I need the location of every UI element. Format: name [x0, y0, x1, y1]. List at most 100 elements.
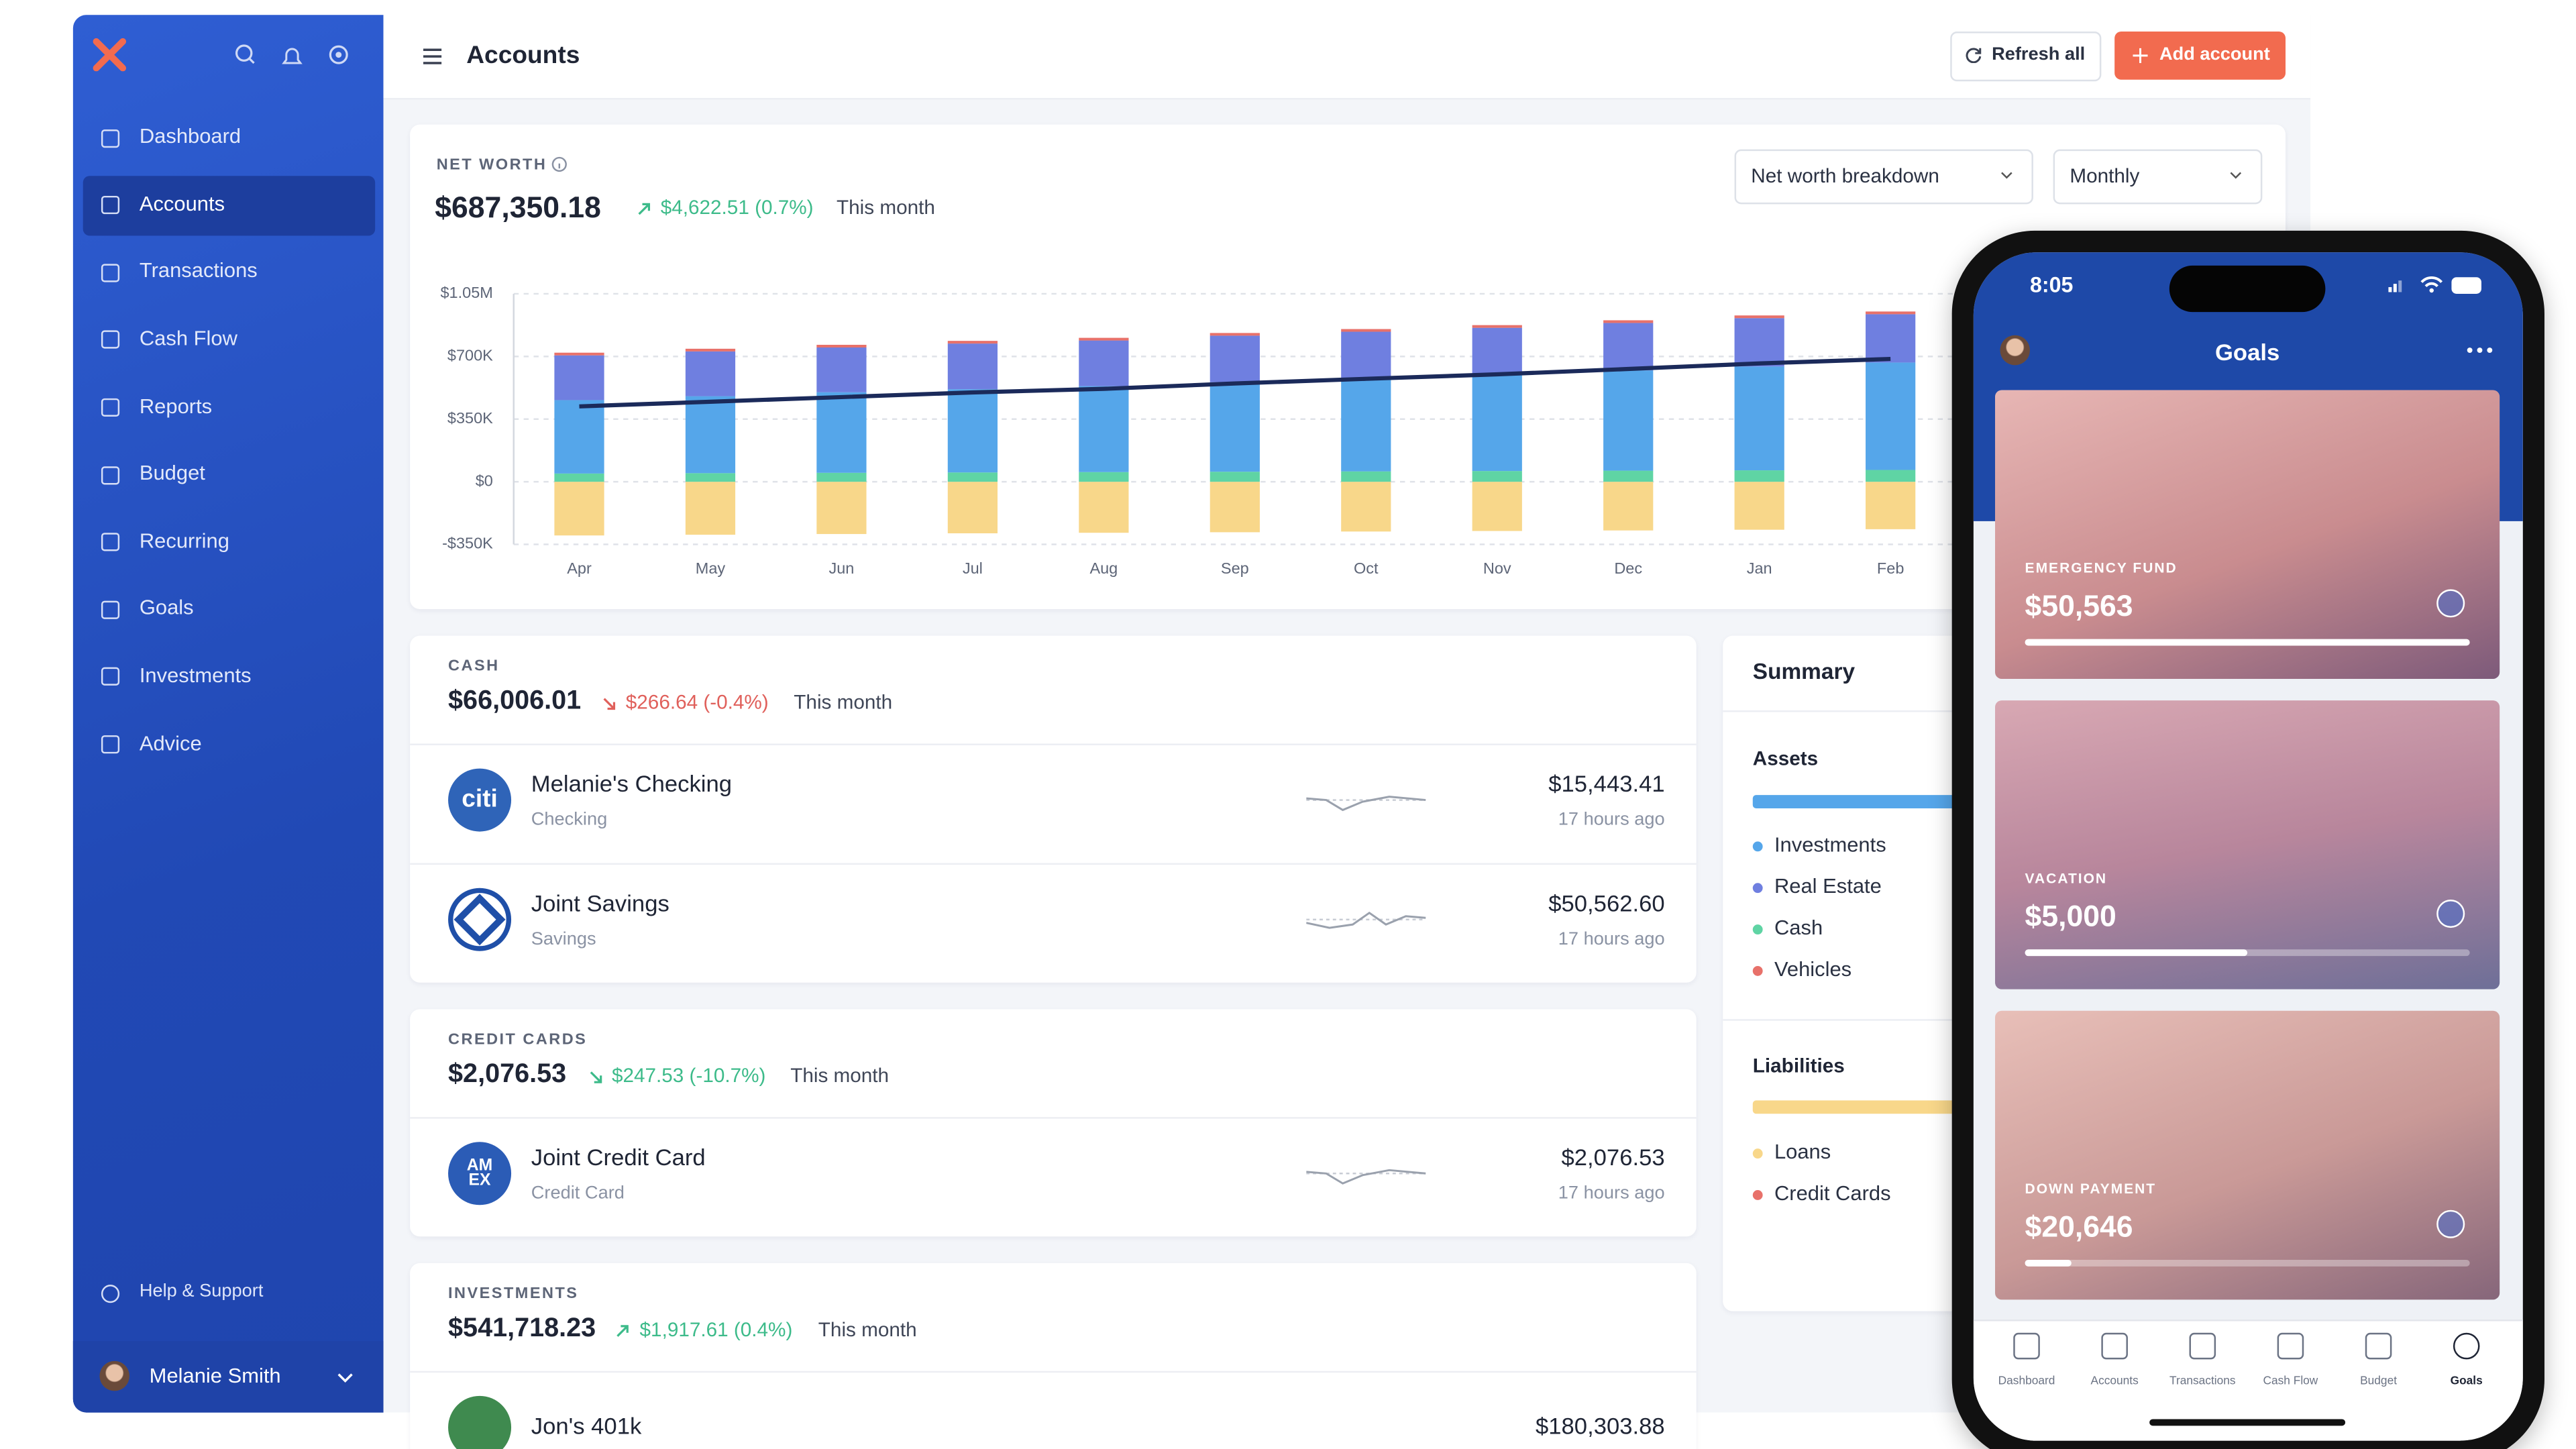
account-row[interactable] [410, 743, 1697, 863]
y-tick-label: $0 [476, 472, 493, 489]
tab-icon[interactable] [2101, 1332, 2128, 1360]
nav-item[interactable] [83, 378, 375, 437]
bar-segment [947, 343, 998, 390]
account-logo: AM EX [448, 1142, 512, 1205]
period-select[interactable] [2053, 149, 2263, 205]
plus-icon [2133, 48, 2148, 64]
tab-label[interactable]: Goals [2450, 1376, 2483, 1388]
bar-segment [685, 351, 736, 396]
goal-card[interactable] [1995, 700, 2500, 989]
bar-segment [1210, 335, 1260, 382]
avatar[interactable] [2000, 335, 2030, 366]
nav-item[interactable] [83, 445, 375, 504]
nav-item[interactable] [83, 580, 375, 639]
nav-label: Dashboard [139, 124, 241, 148]
group-total: $66,006.01 [448, 687, 582, 716]
tab-label[interactable]: Cash Flow [2263, 1376, 2318, 1388]
home-indicator [2149, 1419, 2346, 1426]
account-updated: 17 hours ago [1558, 1183, 1665, 1203]
bar-segment [1341, 331, 1391, 378]
nav-item[interactable] [83, 714, 375, 774]
breakdown-select[interactable] [1734, 149, 2033, 205]
account-updated: 17 hours ago [1558, 929, 1665, 950]
goal-progress-track [2025, 1259, 2470, 1267]
tab-label[interactable]: Dashboard [1998, 1376, 2055, 1388]
account-type: Credit Card [531, 1183, 625, 1203]
legend-dot [1752, 966, 1763, 976]
logo [93, 38, 127, 72]
chevron-path [337, 1373, 353, 1383]
goal-badge [2436, 1210, 2465, 1238]
tab-icon[interactable] [2013, 1332, 2040, 1360]
goal-amount: $50,563 [2025, 589, 2133, 623]
refresh-button[interactable] [1950, 32, 2102, 82]
select-label: Monthly [2070, 164, 2140, 188]
bar-segment [685, 482, 736, 535]
nav-item[interactable] [83, 175, 376, 235]
nav-label: Goals [139, 596, 194, 620]
bar-segment [1472, 482, 1522, 531]
tab-label[interactable]: Accounts [2090, 1376, 2139, 1388]
tab-label[interactable]: Transactions [2169, 1376, 2236, 1388]
menu-icon[interactable] [423, 46, 443, 66]
summary-title: Summary [1752, 659, 1856, 684]
tab-icon[interactable] [2277, 1332, 2304, 1360]
tab-label[interactable]: Budget [2360, 1376, 2398, 1388]
sidebar-icons[interactable] [232, 43, 352, 70]
account-row[interactable] [410, 863, 1697, 983]
goal-card[interactable] [1995, 390, 2500, 679]
trend-arrow [638, 203, 651, 215]
account-updated: 17 hours ago [1558, 810, 1665, 830]
bar-segment [816, 472, 867, 482]
button-label: Add account [2159, 44, 2270, 65]
legend-dot [1752, 883, 1763, 894]
legend-label: Vehicles [1774, 957, 1852, 981]
y-tick-label: $700K [447, 347, 493, 364]
tab-icon[interactable] [2189, 1332, 2216, 1360]
nav-label: Budget [139, 462, 205, 485]
chevron [2230, 172, 2242, 179]
dynamic-island [2169, 265, 2326, 313]
sparkline [1306, 796, 1426, 812]
account-logo [448, 888, 512, 951]
account-row[interactable] [410, 1117, 1697, 1236]
tab-icon[interactable] [2365, 1332, 2392, 1360]
legend-label: Loans [1774, 1140, 1831, 1164]
y-tick-label: $1.05M [440, 284, 492, 301]
goal-card[interactable] [1995, 1010, 2500, 1300]
nav-label: Advice [139, 731, 202, 755]
legend-dot [1752, 841, 1763, 852]
arrow-path [589, 1071, 602, 1083]
goal-amount: $5,000 [2025, 900, 2116, 933]
sidebar [72, 15, 384, 1413]
button-label: Refresh all [1992, 44, 2086, 65]
bar-segment [816, 482, 867, 535]
account-logo: citi [448, 768, 512, 832]
bar-segment [554, 400, 604, 474]
bar-segment [685, 348, 736, 352]
arrow-path [617, 1325, 629, 1337]
bar-segment [1472, 471, 1522, 482]
bar-segment [1472, 327, 1522, 375]
bar-segment [554, 482, 604, 536]
account-balance: $180,303.88 [1536, 1413, 1665, 1440]
account-balance: $2,076.53 [1561, 1144, 1665, 1171]
bar-segment [816, 344, 867, 347]
tab-icon[interactable] [2453, 1332, 2480, 1360]
bar-segment [816, 347, 867, 392]
bar-segment [1210, 482, 1260, 533]
x-tick-label: May [696, 559, 726, 577]
bar-segment [947, 341, 998, 344]
more-icon[interactable] [2465, 345, 2495, 356]
info-icon[interactable] [551, 156, 568, 173]
nav-label: Recurring [139, 529, 229, 553]
sparkline-line [1306, 796, 1426, 812]
chase-mark [453, 894, 506, 946]
bar-segment [554, 473, 604, 482]
account-logo [448, 1395, 512, 1449]
sparkline-line [1306, 1169, 1426, 1185]
x-tick-label: Apr [567, 559, 592, 577]
x-tick-label: Jan [1747, 559, 1772, 577]
nav-label: Reports [139, 394, 213, 418]
row-divider [410, 863, 1697, 865]
